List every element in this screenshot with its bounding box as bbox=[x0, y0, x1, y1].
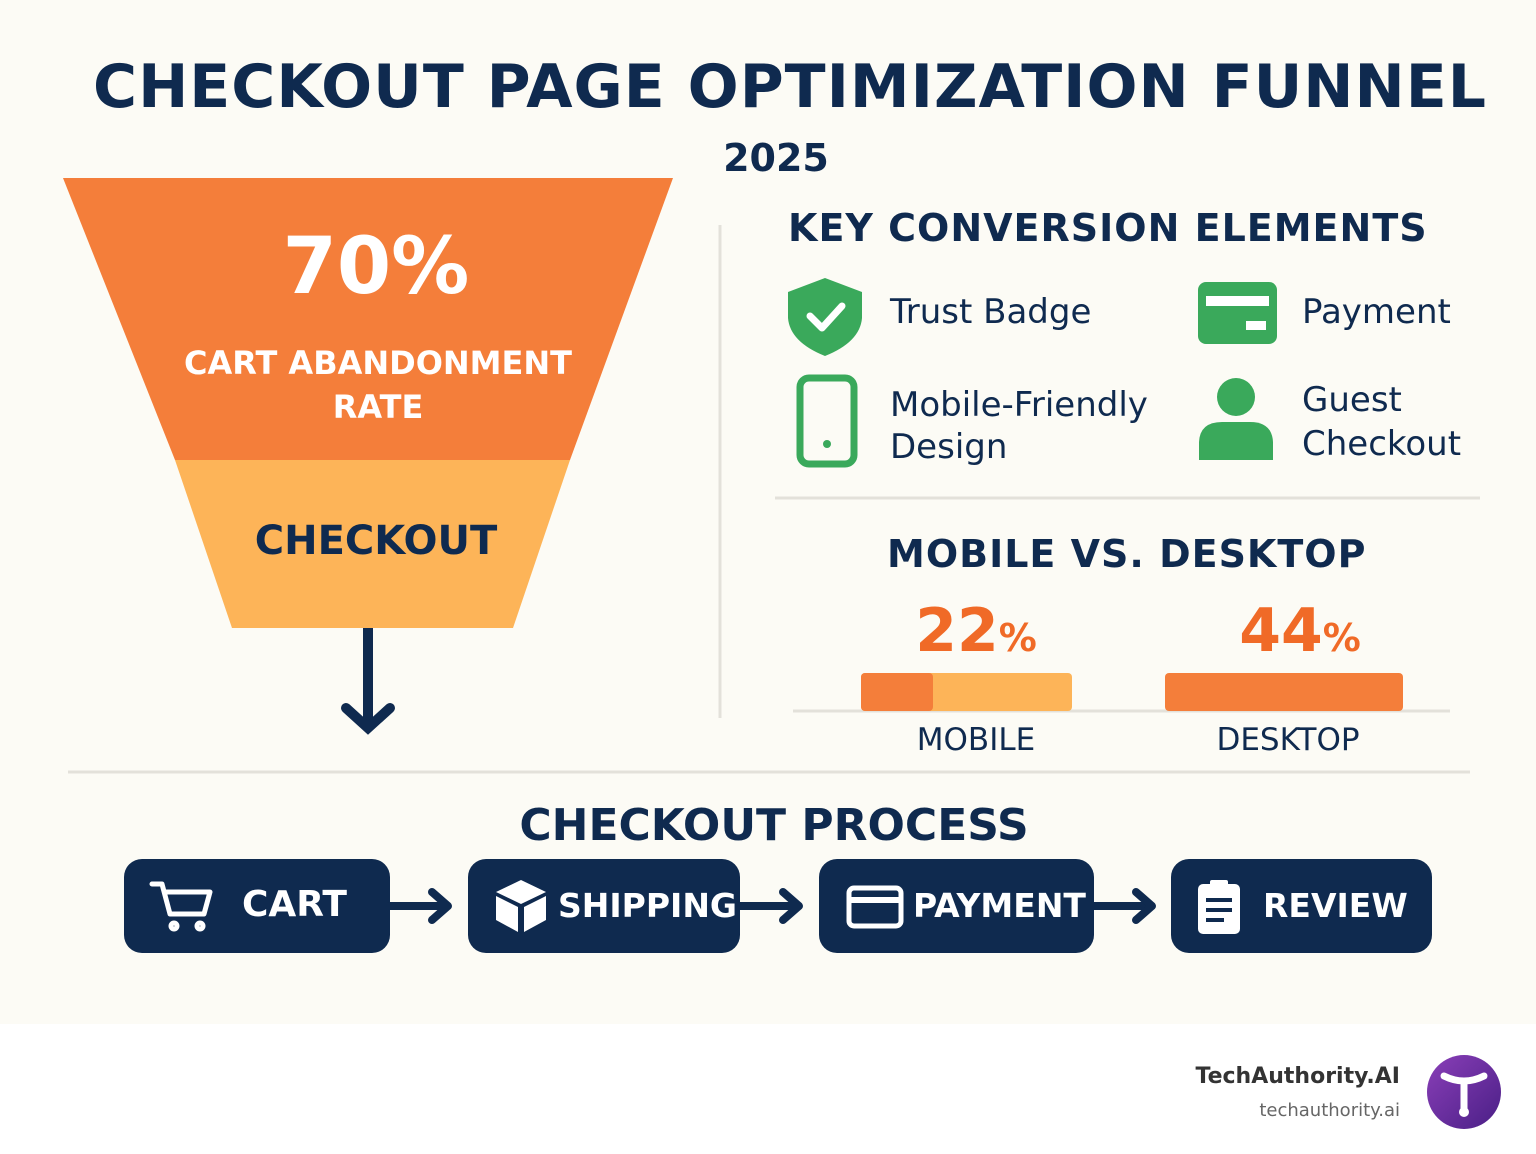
card-chip bbox=[1246, 321, 1266, 330]
step-arrows bbox=[386, 888, 1156, 924]
step-box bbox=[819, 859, 1094, 953]
brand-name: TechAuthority.AI bbox=[1195, 1064, 1401, 1089]
card-stripe bbox=[1206, 296, 1269, 306]
cart-icon bbox=[149, 881, 213, 932]
comparison-label: MOBILE bbox=[916, 722, 1036, 758]
card-icon bbox=[1198, 282, 1277, 344]
funnel-bottom-label: CHECKOUT bbox=[254, 518, 498, 564]
value-unit: % bbox=[998, 616, 1037, 660]
element-label: Trust Badge bbox=[890, 292, 1092, 332]
review-icon bbox=[1198, 880, 1240, 934]
shield-icon bbox=[788, 278, 862, 356]
funnel-bottom bbox=[175, 460, 570, 628]
section-title: KEY CONVERSION ELEMENTS bbox=[788, 206, 1428, 250]
person-body bbox=[1199, 422, 1273, 460]
comparison-label: DESKTOP bbox=[1216, 722, 1360, 758]
person-head bbox=[1217, 378, 1255, 416]
step-box bbox=[468, 859, 740, 953]
check-icon bbox=[806, 302, 846, 332]
value-number: 44 bbox=[1239, 596, 1323, 666]
comparison-value: 22% bbox=[866, 596, 1086, 666]
value-number: 22 bbox=[915, 596, 999, 666]
payment-icon bbox=[846, 885, 904, 929]
funnel-top bbox=[63, 178, 673, 460]
step-label: PAYMENT bbox=[913, 886, 1086, 925]
phone-icon bbox=[796, 374, 858, 468]
element-label: Payment bbox=[1302, 292, 1451, 332]
value-unit: % bbox=[1322, 616, 1361, 660]
brand-logo-dot bbox=[1459, 1107, 1469, 1117]
comparison-value: 44% bbox=[1190, 596, 1410, 666]
funnel-stat: 70% bbox=[282, 222, 470, 312]
step-label: SHIPPING bbox=[558, 886, 738, 925]
step-box bbox=[124, 859, 390, 953]
step-label: REVIEW bbox=[1263, 886, 1408, 925]
desktop-bar bbox=[1165, 673, 1403, 711]
subtitle: 2025 bbox=[723, 136, 829, 180]
funnel-stat-label: CART ABANDONMENT RATE bbox=[184, 344, 572, 426]
funnel-arrow-head bbox=[341, 703, 395, 735]
step-label: CART bbox=[242, 884, 347, 925]
brand-url: techauthority.ai bbox=[1259, 1100, 1400, 1121]
title: CHECKOUT PAGE OPTIMIZATION FUNNEL bbox=[93, 52, 1487, 122]
element-label: Guest Checkout bbox=[1302, 380, 1462, 464]
brand-logo-mark bbox=[1440, 1072, 1488, 1112]
section-title: CHECKOUT PROCESS bbox=[519, 800, 1029, 851]
section-title: MOBILE VS. DESKTOP bbox=[887, 532, 1367, 576]
mobile-bar bbox=[861, 673, 933, 711]
box-icon bbox=[496, 880, 546, 932]
phone-button bbox=[823, 440, 831, 448]
element-label: Mobile-Friendly Design bbox=[890, 385, 1148, 467]
